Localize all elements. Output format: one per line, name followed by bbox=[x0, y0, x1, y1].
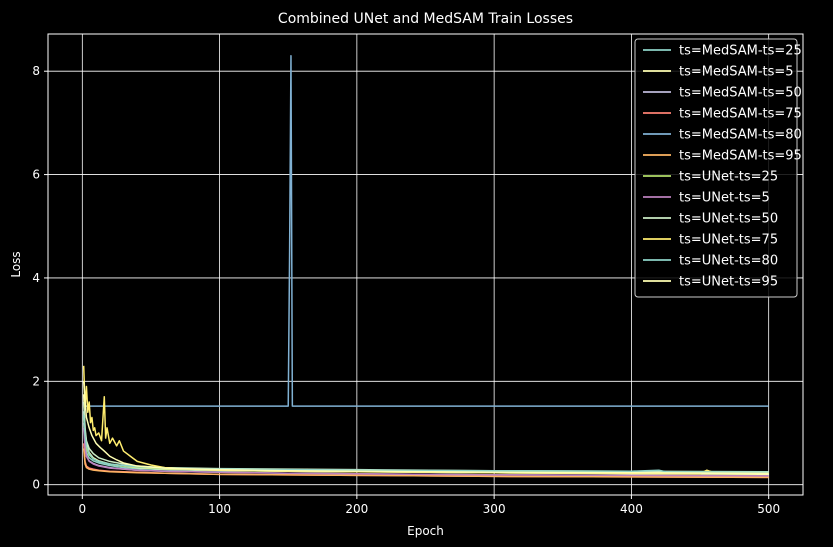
legend-label: ts=UNet-ts=50 bbox=[679, 212, 778, 227]
y-tick-label: 0 bbox=[32, 478, 40, 492]
series-line-6 bbox=[82, 448, 769, 479]
x-tick-label: 400 bbox=[620, 502, 643, 516]
x-axis-label: Epoch bbox=[407, 524, 444, 538]
legend-label: ts=MedSAM-ts=5 bbox=[679, 65, 794, 80]
y-tick-label: 4 bbox=[32, 271, 40, 285]
legend-label: ts=MedSAM-ts=75 bbox=[679, 107, 802, 122]
legend-label: ts=MedSAM-ts=80 bbox=[679, 128, 802, 143]
chart-title: Combined UNet and MedSAM Train Losses bbox=[278, 11, 573, 27]
legend-label: ts=UNet-ts=75 bbox=[679, 233, 778, 248]
legend-box bbox=[634, 38, 798, 298]
series-line-8 bbox=[82, 427, 769, 477]
legend-label: ts=UNet-ts=95 bbox=[679, 275, 778, 290]
legend-label: ts=MedSAM-ts=50 bbox=[679, 86, 802, 101]
x-tick-label: 300 bbox=[483, 502, 506, 516]
series-line-5 bbox=[83, 54, 769, 407]
series-lines bbox=[82, 54, 769, 479]
y-tick-label: 6 bbox=[32, 168, 40, 182]
x-tick-label: 0 bbox=[78, 502, 86, 516]
x-tick-label: 200 bbox=[345, 502, 368, 516]
x-tick-label: 100 bbox=[208, 502, 231, 516]
axis-ticks: 0 100 200 300 400 500 0 2 4 6 8 bbox=[32, 64, 780, 516]
legend-label: ts=MedSAM-ts=95 bbox=[679, 149, 802, 164]
series-line-12 bbox=[82, 381, 769, 475]
plot-frame bbox=[47, 33, 804, 496]
y-tick-label: 2 bbox=[32, 374, 40, 388]
legend: ts=MedSAM-ts=25 ts=MedSAM-ts=5 ts=MedSAM-t… bbox=[634, 38, 802, 298]
x-tick-label: 500 bbox=[757, 502, 780, 516]
legend-label: ts=MedSAM-ts=25 bbox=[679, 44, 802, 59]
legend-label: ts=UNet-ts=25 bbox=[679, 170, 778, 185]
y-axis-label: Loss bbox=[9, 251, 23, 277]
y-tick-label: 8 bbox=[32, 64, 40, 78]
legend-label: ts=UNet-ts=80 bbox=[679, 254, 778, 269]
legend-label: ts=UNet-ts=5 bbox=[679, 191, 770, 206]
